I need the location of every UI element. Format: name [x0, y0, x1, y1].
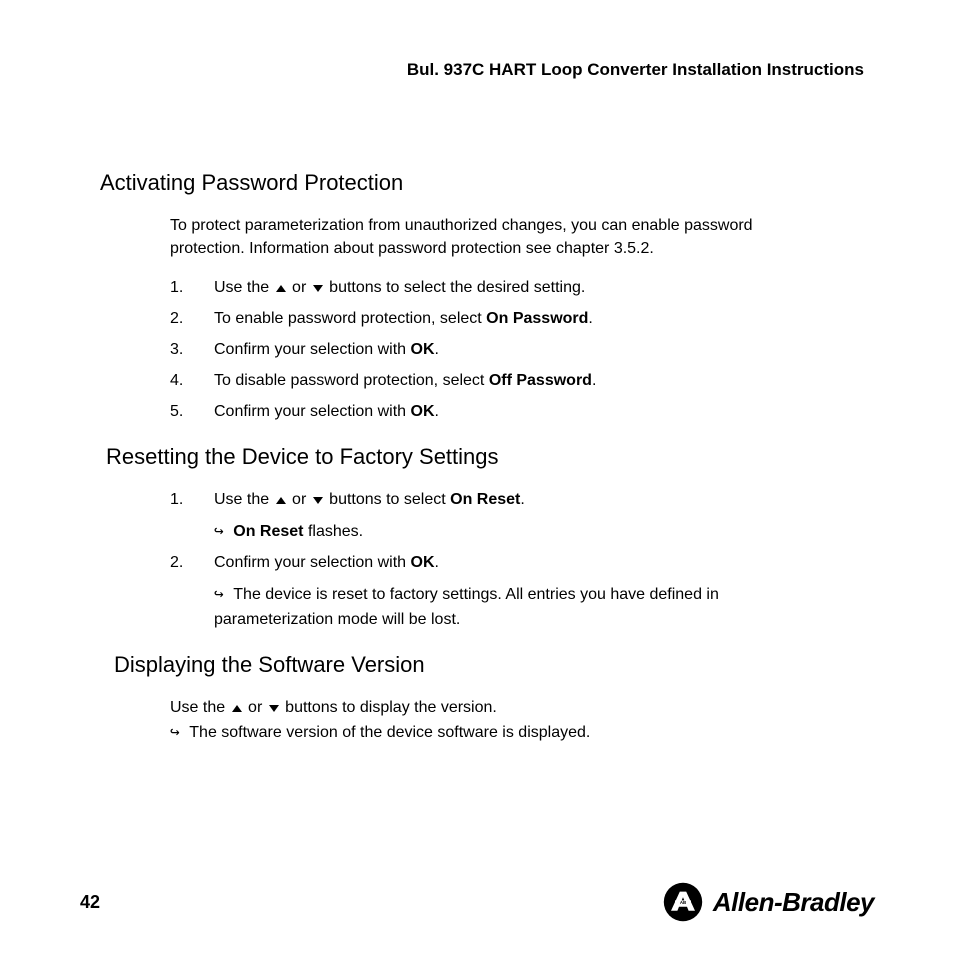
- list-item: 1. Use the or buttons to select On Reset…: [170, 488, 814, 513]
- allen-bradley-logo-icon: AB: [663, 882, 703, 922]
- arrow-up-icon: [276, 285, 286, 292]
- text-fragment: Confirm your selection with: [214, 554, 411, 571]
- list-item: 2. To enable password protection, select…: [170, 307, 814, 332]
- step-number: 1.: [170, 276, 214, 301]
- text-fragment: flashes.: [304, 523, 364, 540]
- bold-text: OK: [411, 341, 435, 358]
- step-text: To disable password protection, select O…: [214, 369, 814, 394]
- text-fragment: Use the: [214, 491, 274, 508]
- step-text: Confirm your selection with OK.: [214, 551, 814, 576]
- intro-paragraph: To protect parameterization from unautho…: [170, 214, 814, 260]
- text-fragment: buttons to select: [329, 491, 450, 508]
- text-fragment: .: [588, 310, 592, 327]
- text-fragment: Use the: [214, 279, 274, 296]
- section-heading-reset: Resetting the Device to Factory Settings: [106, 444, 874, 470]
- result-line: ↪ The software version of the device sof…: [170, 720, 814, 744]
- steps-list-password: 1. Use the or buttons to select the desi…: [170, 276, 814, 424]
- document-page: Bul. 937C HART Loop Converter Installati…: [0, 0, 954, 954]
- text-fragment: or: [248, 699, 267, 716]
- bold-text: Off Password: [489, 372, 592, 389]
- arrow-down-icon: [313, 285, 323, 292]
- text-fragment: The device is reset to factory settings.…: [214, 586, 719, 628]
- page-footer: 42 AB Allen-Bradley: [80, 882, 874, 922]
- section-heading-version: Displaying the Software Version: [114, 652, 874, 678]
- result-line: ↪ The device is reset to factory setting…: [214, 582, 814, 633]
- text-fragment: To disable password protection, select: [214, 372, 489, 389]
- text-fragment: .: [520, 491, 524, 508]
- arrow-down-icon: [269, 705, 279, 712]
- step-text: To enable password protection, select On…: [214, 307, 814, 332]
- text-fragment: .: [435, 554, 439, 571]
- bold-text: On Reset: [450, 491, 520, 508]
- list-item: 2. Confirm your selection with OK.: [170, 551, 814, 576]
- step-text: Use the or buttons to select On Reset.: [214, 488, 814, 513]
- step-number: 1.: [170, 488, 214, 513]
- arrow-up-icon: [232, 705, 242, 712]
- bold-text: On Password: [486, 310, 588, 327]
- version-block: Use the or buttons to display the versio…: [170, 696, 814, 743]
- step-text: Confirm your selection with OK.: [214, 400, 814, 425]
- text-fragment: buttons to display the version.: [285, 699, 497, 716]
- bold-text: On Reset: [233, 523, 303, 540]
- list-item: 5. Confirm your selection with OK.: [170, 400, 814, 425]
- step-number: 2.: [170, 551, 214, 576]
- step-number: 2.: [170, 307, 214, 332]
- bold-text: OK: [411, 403, 435, 420]
- version-instruction: Use the or buttons to display the versio…: [170, 696, 530, 719]
- text-fragment: .: [435, 341, 439, 358]
- list-item: 4. To disable password protection, selec…: [170, 369, 814, 394]
- svg-text:AB: AB: [680, 900, 686, 905]
- text-fragment: The software version of the device softw…: [189, 724, 590, 741]
- text-fragment: Use the: [170, 699, 230, 716]
- arrow-up-icon: [276, 497, 286, 504]
- step-number: 4.: [170, 369, 214, 394]
- step-number: 3.: [170, 338, 214, 363]
- result-arrow-icon: ↪: [214, 521, 233, 540]
- text-fragment: buttons to select the desired setting.: [329, 279, 585, 296]
- text-fragment: .: [592, 372, 596, 389]
- text-fragment: Confirm your selection with: [214, 403, 411, 420]
- text-fragment: or: [292, 491, 311, 508]
- brand-block: AB Allen-Bradley: [663, 882, 874, 922]
- text-fragment: or: [292, 279, 311, 296]
- text-fragment: Confirm your selection with: [214, 341, 411, 358]
- brand-name: Allen-Bradley: [713, 887, 874, 918]
- arrow-down-icon: [313, 497, 323, 504]
- result-arrow-icon: ↪: [170, 722, 189, 741]
- steps-list-reset: 1. Use the or buttons to select On Reset…: [170, 488, 814, 632]
- result-arrow-icon: ↪: [214, 584, 233, 603]
- step-number: 5.: [170, 400, 214, 425]
- list-item: 3. Confirm your selection with OK.: [170, 338, 814, 363]
- document-title: Bul. 937C HART Loop Converter Installati…: [80, 60, 874, 80]
- list-item: 1. Use the or buttons to select the desi…: [170, 276, 814, 301]
- text-fragment: .: [435, 403, 439, 420]
- result-line: ↪ On Reset flashes.: [214, 519, 814, 545]
- section-heading-password: Activating Password Protection: [100, 170, 874, 196]
- text-fragment: To enable password protection, select: [214, 310, 486, 327]
- page-number: 42: [80, 892, 100, 913]
- bold-text: OK: [411, 554, 435, 571]
- step-text: Use the or buttons to select the desired…: [214, 276, 814, 301]
- step-text: Confirm your selection with OK.: [214, 338, 814, 363]
